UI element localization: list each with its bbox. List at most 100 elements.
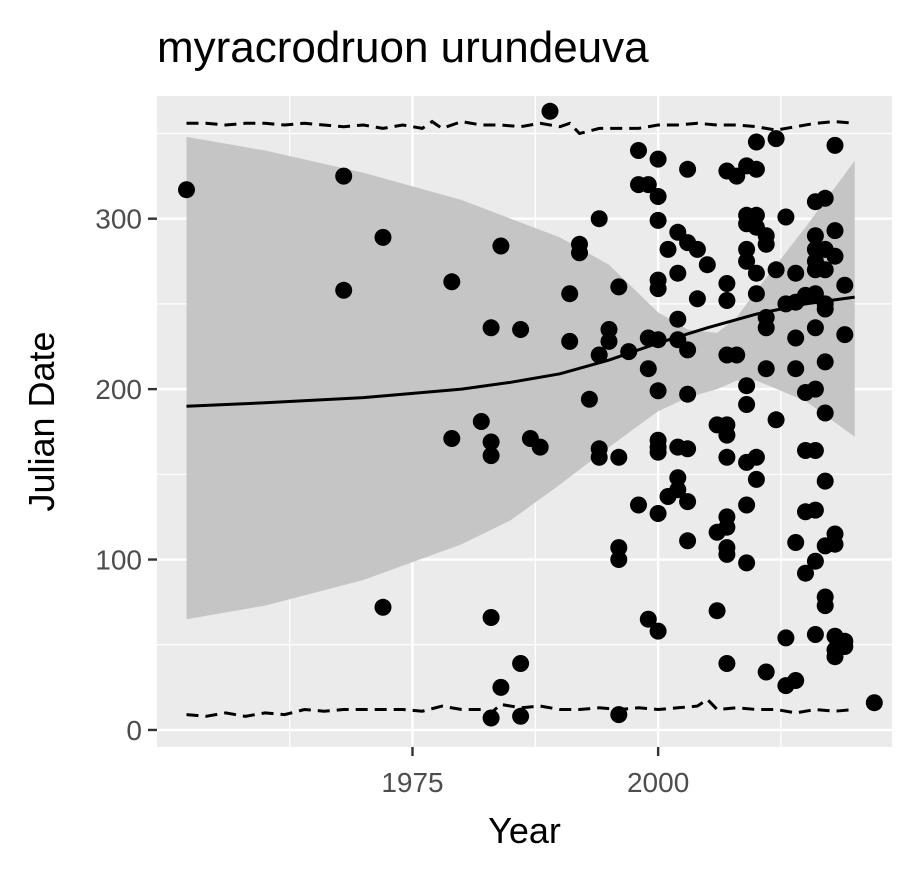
data-point bbox=[787, 360, 805, 378]
data-point bbox=[826, 222, 844, 240]
data-point bbox=[688, 240, 706, 258]
data-point bbox=[610, 539, 628, 557]
data-point bbox=[649, 150, 667, 168]
data-point bbox=[757, 235, 775, 253]
data-point bbox=[698, 256, 716, 274]
x-axis-title: Year bbox=[488, 810, 561, 851]
data-point bbox=[561, 285, 579, 303]
data-point bbox=[669, 469, 687, 487]
data-point bbox=[787, 329, 805, 347]
data-point bbox=[757, 319, 775, 337]
data-point bbox=[649, 280, 667, 298]
data-point bbox=[816, 261, 834, 279]
data-point bbox=[688, 290, 706, 308]
data-point bbox=[747, 206, 765, 224]
y-tick-label: 0 bbox=[126, 715, 142, 746]
data-point bbox=[816, 404, 834, 422]
data-point bbox=[679, 385, 697, 403]
data-point bbox=[738, 240, 756, 258]
y-axis-title: Julian Date bbox=[21, 331, 62, 511]
data-point bbox=[787, 264, 805, 282]
data-point bbox=[679, 532, 697, 550]
data-point bbox=[600, 321, 618, 338]
data-point bbox=[669, 481, 687, 499]
data-point bbox=[767, 261, 785, 279]
data-point bbox=[865, 694, 883, 712]
data-point bbox=[669, 310, 687, 328]
lower-bound-line bbox=[186, 697, 855, 718]
data-point bbox=[443, 430, 461, 447]
data-point bbox=[836, 638, 854, 655]
data-point bbox=[590, 346, 608, 364]
data-point bbox=[659, 240, 677, 258]
y-axis: 0 100 200 300 bbox=[95, 204, 157, 746]
data-point bbox=[738, 377, 756, 395]
data-point bbox=[492, 678, 510, 696]
data-point bbox=[610, 448, 628, 466]
confidence-ribbon bbox=[186, 136, 855, 620]
y-tick-label: 300 bbox=[95, 204, 142, 235]
data-point bbox=[649, 505, 667, 522]
chart-title: myracrodruon urundeuva bbox=[157, 23, 649, 72]
data-point bbox=[443, 273, 461, 291]
data-point bbox=[335, 167, 353, 185]
data-point bbox=[816, 300, 834, 318]
data-point bbox=[512, 707, 530, 725]
data-point bbox=[649, 382, 667, 400]
data-point bbox=[816, 189, 834, 207]
data-point bbox=[806, 442, 824, 459]
data-point bbox=[531, 438, 549, 456]
upper-bound-line bbox=[186, 119, 855, 136]
data-point bbox=[806, 380, 824, 398]
data-point bbox=[679, 440, 697, 458]
data-point bbox=[747, 264, 765, 282]
data-point bbox=[738, 496, 756, 514]
data-point bbox=[679, 341, 697, 359]
data-point bbox=[512, 655, 530, 672]
data-point bbox=[649, 188, 667, 205]
data-point bbox=[482, 447, 500, 465]
data-point bbox=[826, 136, 844, 154]
data-points bbox=[178, 102, 883, 727]
data-point bbox=[482, 319, 500, 337]
data-point bbox=[482, 709, 500, 727]
data-point bbox=[767, 411, 785, 429]
data-point bbox=[787, 534, 805, 551]
data-point bbox=[335, 281, 353, 299]
data-point bbox=[757, 663, 775, 681]
data-point bbox=[679, 493, 697, 511]
data-point bbox=[747, 285, 765, 303]
data-point bbox=[492, 237, 510, 255]
data-point bbox=[738, 252, 756, 270]
data-point bbox=[610, 551, 628, 568]
data-point bbox=[178, 181, 195, 199]
data-point bbox=[806, 501, 824, 519]
data-point bbox=[482, 433, 500, 451]
data-point bbox=[777, 629, 795, 647]
data-point bbox=[806, 626, 824, 643]
data-point bbox=[747, 160, 765, 178]
data-point bbox=[610, 278, 628, 296]
x-axis: 1975 2000 bbox=[381, 747, 689, 798]
data-point bbox=[630, 496, 647, 514]
data-point bbox=[649, 331, 667, 349]
data-point bbox=[718, 292, 736, 309]
data-point bbox=[630, 142, 647, 159]
data-point bbox=[816, 472, 834, 490]
data-point bbox=[826, 247, 844, 265]
data-point bbox=[747, 133, 765, 151]
data-point bbox=[806, 319, 824, 337]
data-point bbox=[747, 470, 765, 488]
data-point bbox=[718, 518, 736, 536]
data-point bbox=[590, 448, 608, 466]
data-point bbox=[728, 346, 746, 364]
data-point bbox=[649, 622, 667, 640]
data-point bbox=[757, 360, 775, 378]
data-point bbox=[610, 706, 628, 724]
data-point bbox=[561, 332, 579, 350]
data-point bbox=[718, 275, 736, 292]
data-point bbox=[374, 598, 392, 616]
data-point bbox=[620, 343, 638, 361]
data-point bbox=[600, 332, 618, 350]
data-point bbox=[472, 413, 490, 430]
